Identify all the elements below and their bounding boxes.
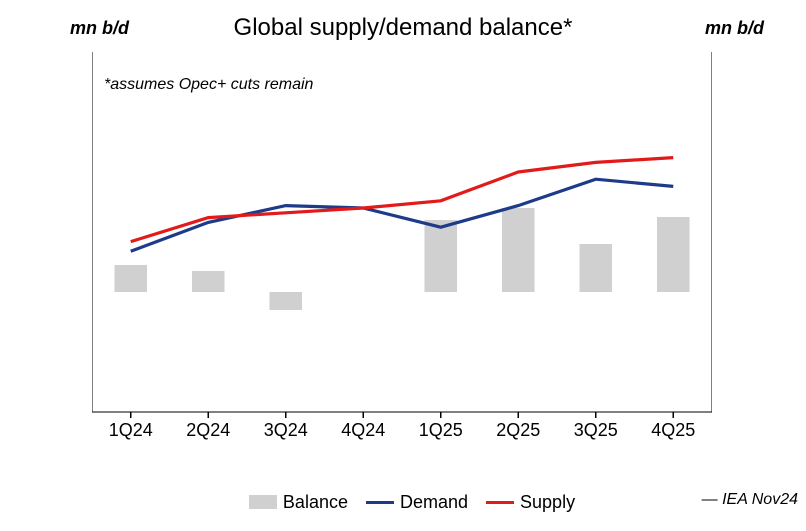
x-tick-label: 3Q24 (264, 420, 308, 440)
x-tick-label: 2Q24 (186, 420, 230, 440)
plot-area: 95100105110-2.00+0.00+2.00+4.001Q242Q243… (92, 52, 712, 440)
legend-label-balance: Balance (283, 492, 348, 512)
balance-bar (579, 244, 612, 292)
x-tick-label: 3Q25 (574, 420, 618, 440)
balance-bar (502, 208, 535, 292)
supply-line (131, 158, 674, 242)
legend-swatch-demand (366, 501, 394, 504)
demand-line (131, 179, 674, 251)
balance-bar (424, 220, 457, 292)
legend-label-supply: Supply (520, 492, 575, 512)
legend-swatch-balance (249, 495, 277, 509)
balance-bar (114, 265, 147, 292)
balance-bar (657, 217, 690, 292)
chart-legend: Balance Demand Supply (0, 492, 806, 513)
chart-source: — IEA Nov24 (702, 491, 798, 509)
x-tick-label: 1Q25 (419, 420, 463, 440)
x-tick-label: 4Q25 (651, 420, 695, 440)
y-left-unit-label: mn b/d (70, 18, 129, 39)
y-right-unit-label: mn b/d (705, 18, 764, 39)
x-tick-label: 1Q24 (109, 420, 153, 440)
x-tick-label: 4Q24 (341, 420, 385, 440)
legend-swatch-supply (486, 501, 514, 504)
balance-bar (269, 292, 302, 310)
legend-label-demand: Demand (400, 492, 468, 512)
balance-bar (192, 271, 225, 292)
x-tick-label: 2Q25 (496, 420, 540, 440)
supply-demand-chart: Global supply/demand balance* mn b/d mn … (0, 0, 806, 531)
